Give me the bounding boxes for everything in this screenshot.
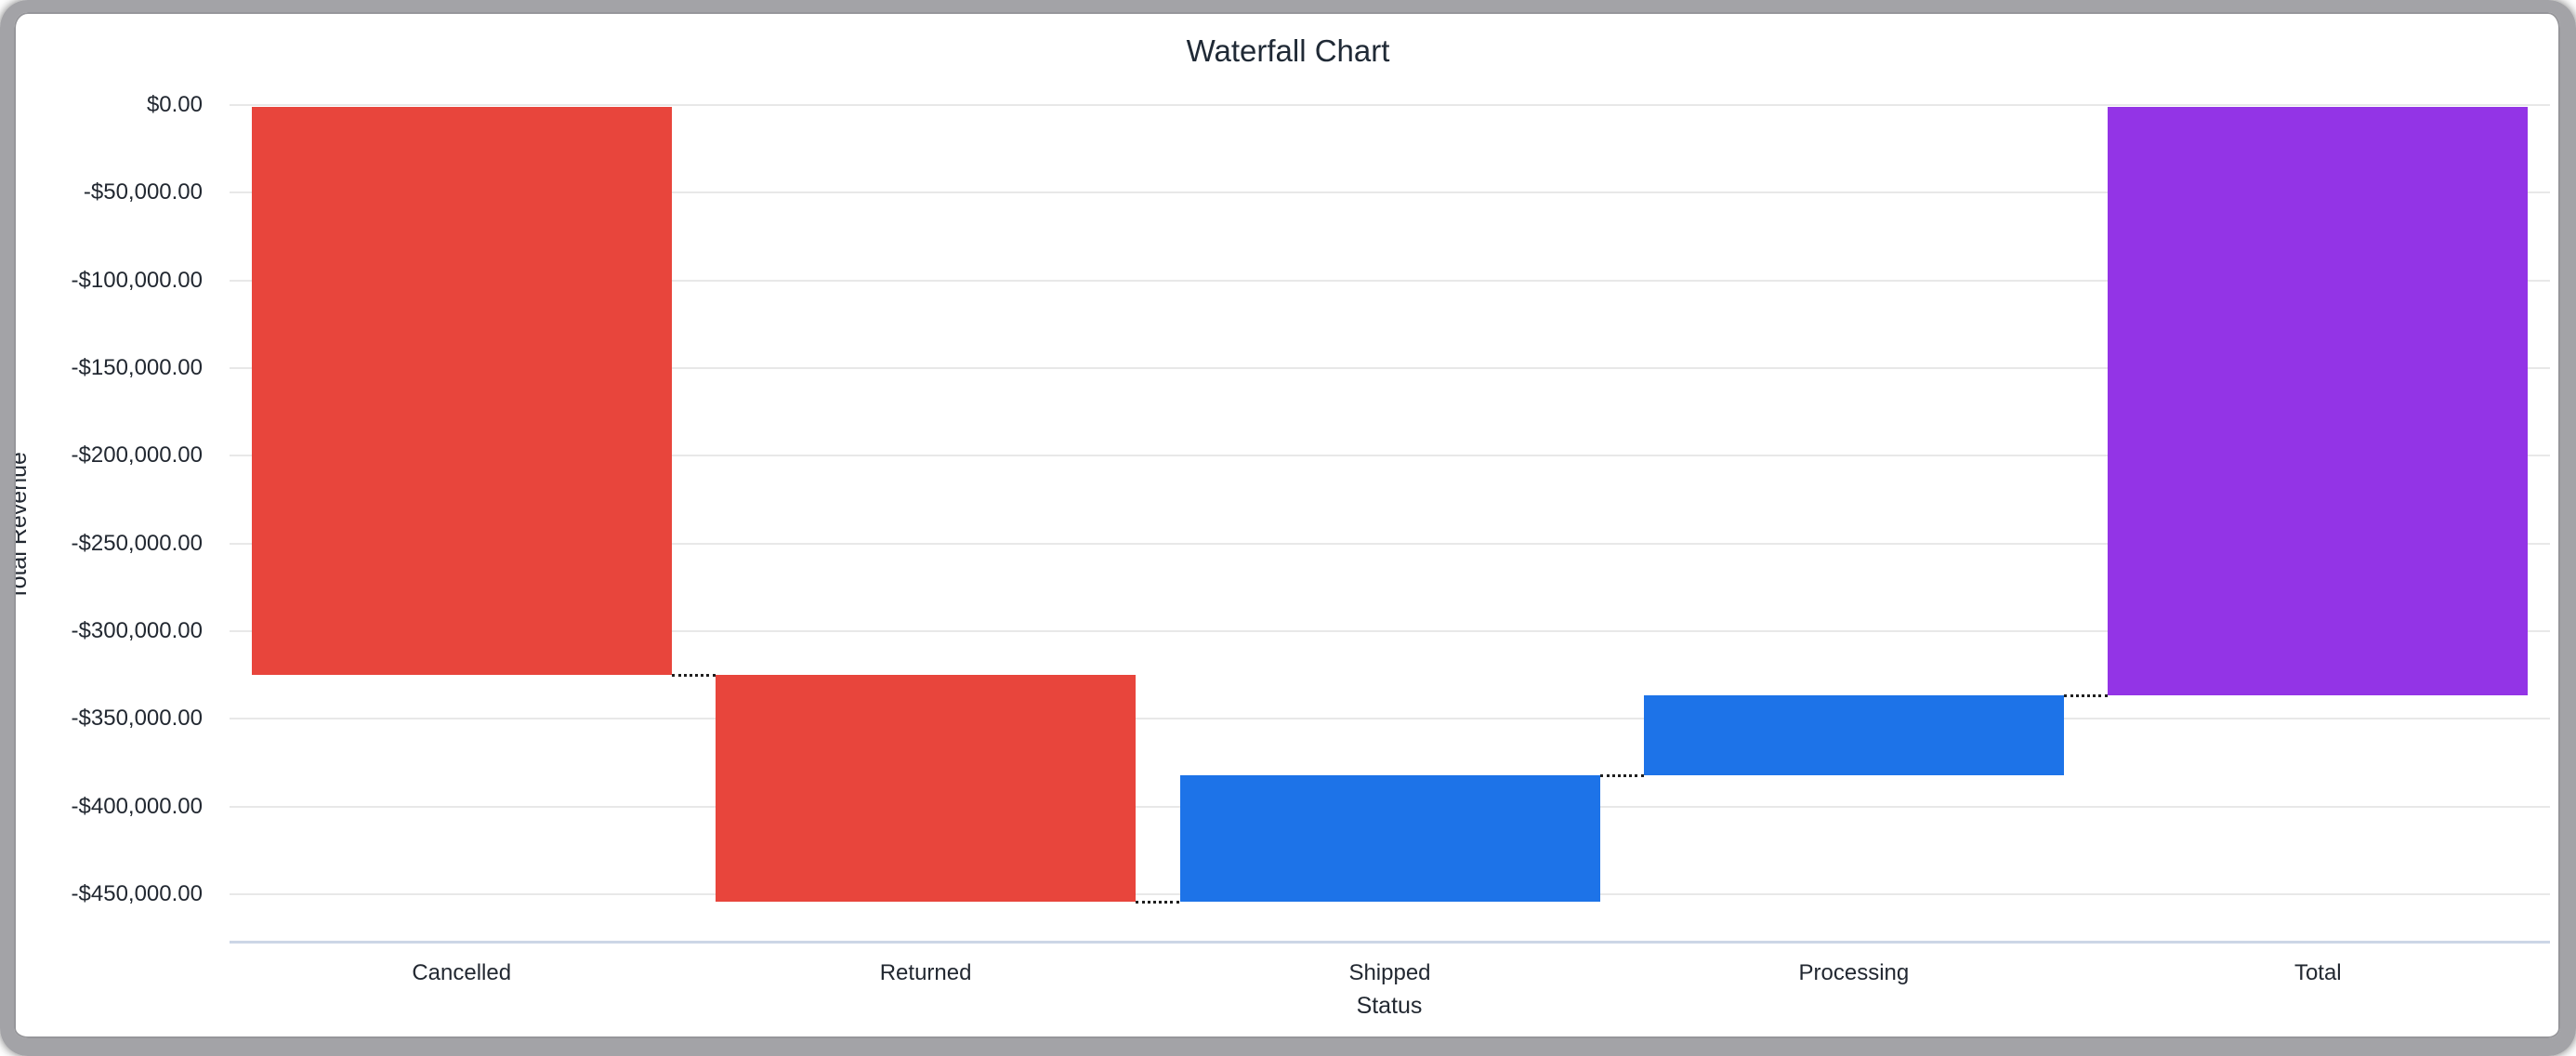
x-category-label: Returned: [879, 960, 972, 985]
bar-shipped[interactable]: [1179, 775, 1600, 903]
x-category-label: Total: [2293, 960, 2342, 985]
y-tick-label: -$400,000.00: [71, 793, 203, 819]
y-tick-label: -$50,000.00: [83, 179, 203, 205]
bar-cancelled[interactable]: [251, 107, 672, 676]
x-category-label: Processing: [1798, 960, 1910, 985]
plot-area: [230, 104, 2550, 944]
x-axis-title: Status: [1356, 993, 1423, 1019]
gridline: [230, 367, 2550, 369]
x-axis-line: [230, 941, 2550, 944]
y-tick-label: -$150,000.00: [71, 355, 203, 380]
waterfall-connector: [671, 674, 716, 678]
y-tick-label: -$450,000.00: [71, 881, 203, 906]
y-tick-label: $0.00: [146, 92, 203, 117]
x-category-label: Shipped: [1348, 960, 1431, 985]
y-tick-label: -$100,000.00: [71, 267, 203, 293]
y-tick-label: -$200,000.00: [71, 442, 203, 469]
gridline: [230, 104, 2550, 106]
y-tick-label: -$250,000.00: [71, 530, 203, 556]
gridline: [230, 718, 2550, 720]
bar-returned[interactable]: [716, 675, 1137, 903]
waterfall-connector: [1136, 901, 1180, 904]
gridline: [230, 279, 2550, 282]
waterfall-connector: [1599, 774, 1644, 778]
x-category-label: Cancelled: [412, 960, 512, 985]
y-tick-label: -$300,000.00: [71, 618, 203, 643]
gridline: [230, 455, 2550, 457]
y-tick-label: -$350,000.00: [71, 706, 203, 732]
gridline: [230, 542, 2550, 545]
chart-title: Waterfall Chart: [1186, 33, 1390, 68]
bar-processing[interactable]: [1643, 695, 2064, 776]
gridline: [230, 630, 2550, 632]
gridline: [230, 191, 2550, 194]
waterfall-connector: [2063, 694, 2109, 698]
bar-total[interactable]: [2108, 107, 2529, 696]
